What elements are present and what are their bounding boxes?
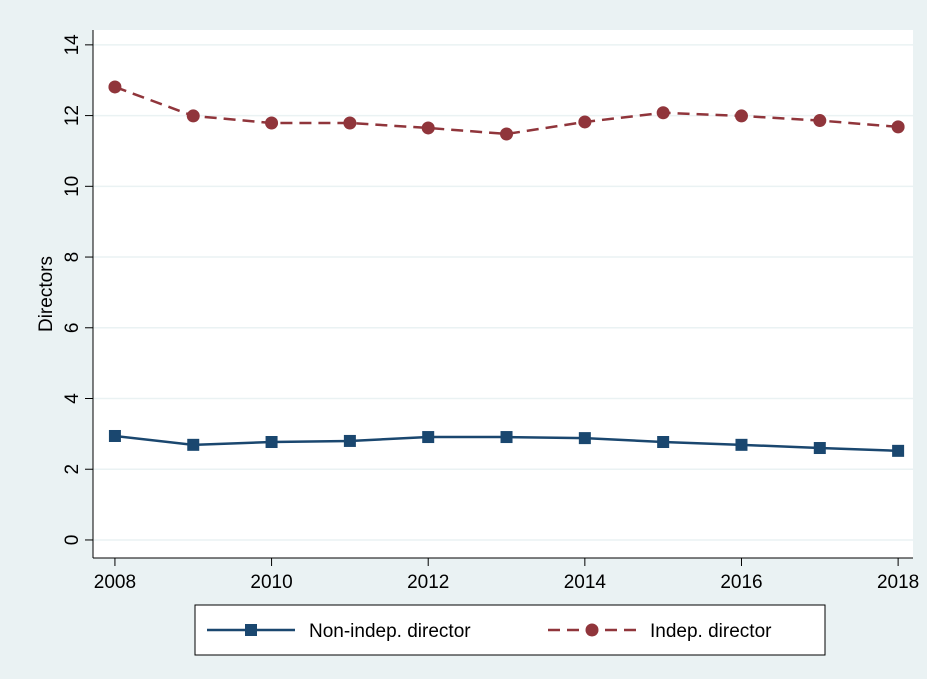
y-tick-label: 12	[62, 105, 83, 126]
data-point	[892, 444, 905, 457]
data-point	[578, 115, 592, 129]
data-point	[422, 431, 435, 444]
y-tick-label: 6	[62, 322, 83, 333]
y-tick-label: 8	[62, 252, 83, 263]
data-point	[343, 434, 356, 447]
data-point	[343, 116, 357, 130]
data-point	[108, 80, 122, 94]
data-point	[186, 109, 200, 123]
legend-label: Indep. director	[650, 621, 772, 642]
data-point	[500, 431, 513, 444]
data-point	[891, 120, 905, 134]
data-point	[734, 109, 748, 123]
legend-marker	[245, 624, 257, 636]
data-point	[265, 436, 278, 449]
data-point	[813, 442, 826, 455]
y-tick-label: 0	[62, 535, 83, 546]
data-point	[657, 436, 670, 449]
data-point	[656, 106, 670, 120]
plot-area	[93, 30, 913, 558]
x-tick-label: 2016	[720, 572, 762, 593]
data-point	[108, 429, 121, 442]
y-tick-label: 4	[62, 393, 83, 404]
x-tick-label: 2018	[877, 572, 919, 593]
data-point	[500, 127, 514, 141]
data-point	[813, 114, 827, 128]
y-tick-label: 2	[62, 464, 83, 475]
data-point	[421, 121, 435, 135]
data-point	[578, 432, 591, 445]
x-tick-label: 2012	[407, 572, 449, 593]
data-point	[187, 438, 200, 451]
legend-label: Non-indep. director	[309, 621, 471, 642]
y-tick-label: 14	[62, 34, 83, 56]
x-tick-label: 2010	[250, 572, 292, 593]
y-axis-title: Directors	[36, 256, 57, 332]
y-tick-label: 10	[62, 176, 83, 197]
data-point	[735, 438, 748, 451]
x-tick-label: 2008	[94, 572, 136, 593]
x-tick-label: 2014	[564, 572, 607, 593]
legend-marker	[585, 623, 599, 637]
legend-box	[194, 604, 826, 656]
data-point	[265, 116, 279, 130]
series-line	[114, 85, 899, 136]
